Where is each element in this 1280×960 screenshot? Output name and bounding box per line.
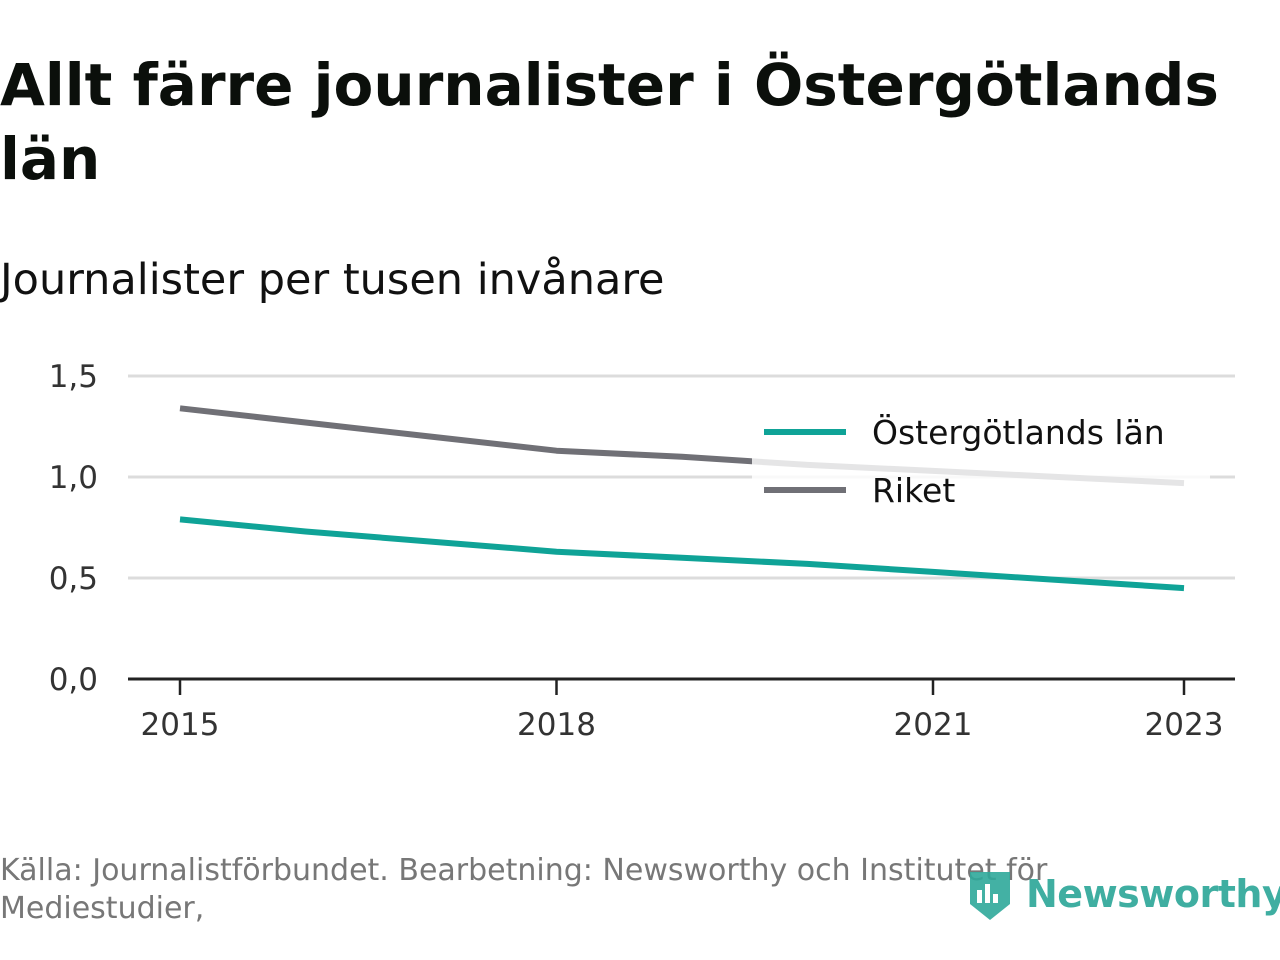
source-note: Källa: Journalistförbundet. Bearbetning:… — [0, 853, 1048, 926]
y-tick-label: 0,5 — [49, 561, 98, 597]
series-line-0 — [179, 516, 1185, 592]
legend-background — [752, 406, 1210, 516]
line-chart: 0,0 0,5 1,0 1,5 2015 2018 2021 2023 Östergötlan… — [49, 359, 1235, 743]
legend: Östergötlands län Riket — [752, 406, 1210, 516]
axes: 0,0 0,5 1,0 1,5 2015 2018 2021 2023 — [49, 359, 1235, 743]
x-tick-label: 2021 — [894, 707, 973, 743]
brand-name: Newsworthy — [1026, 872, 1280, 916]
x-tick-label: 2023 — [1145, 707, 1224, 743]
y-tick-label: 1,0 — [49, 460, 98, 496]
chart-subtitle: Journalister per tusen invånare — [0, 255, 665, 305]
y-tick-label: 1,5 — [49, 359, 98, 395]
legend-label: Riket — [872, 471, 955, 510]
x-tick-label: 2015 — [141, 707, 220, 743]
chart-title: Allt färre journalister i Östergötlands … — [0, 51, 1219, 193]
brand-logo: Newsworthy — [966, 862, 1280, 926]
newsworthy-logo-icon — [970, 872, 1010, 920]
x-tick-label: 2018 — [517, 707, 596, 743]
legend-label: Östergötlands län — [872, 412, 1165, 452]
y-tick-label: 0,0 — [49, 662, 98, 698]
